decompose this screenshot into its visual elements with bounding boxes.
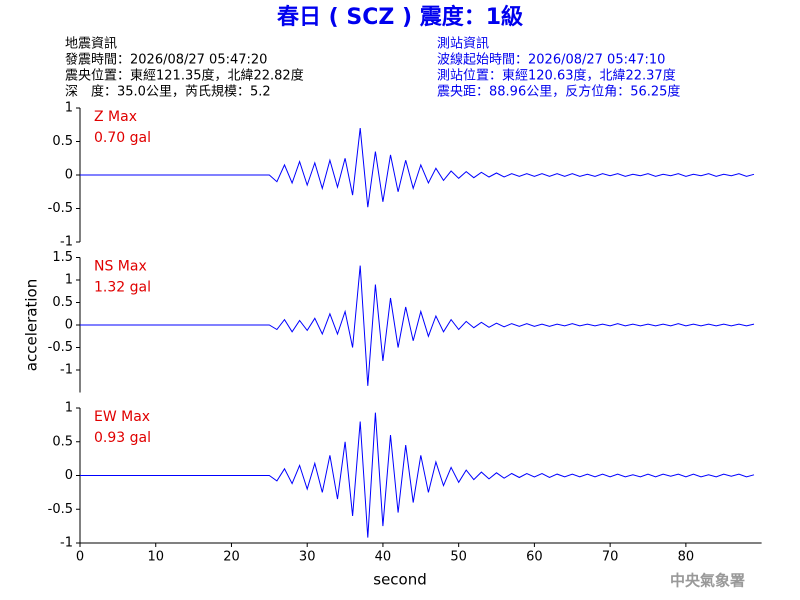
x-tick-label: 30 xyxy=(299,550,316,565)
info-left: 地震資訊 xyxy=(65,37,117,52)
x-tick-label: 20 xyxy=(223,550,240,565)
y-tick-label: 1.5 xyxy=(52,250,73,265)
info-left: 發震時間：2026/08/27 05:47:20 xyxy=(65,53,267,68)
y-tick-label: -0.5 xyxy=(48,502,73,517)
info-right: 測站資訊 xyxy=(437,37,489,52)
y-tick-label: 0.5 xyxy=(52,434,73,449)
x-tick-label: 80 xyxy=(678,550,695,565)
y-tick-label: 0.5 xyxy=(52,295,73,310)
peak-label: 0.70 gal xyxy=(94,130,151,146)
y-tick-label: 1 xyxy=(65,401,73,416)
x-tick-label: 50 xyxy=(450,550,467,565)
x-tick-label: 40 xyxy=(375,550,392,565)
x-tick-label: 0 xyxy=(76,550,84,565)
peak-label: 0.93 gal xyxy=(94,430,151,446)
y-tick-label: 1 xyxy=(65,273,73,288)
peak-label: 1.32 gal xyxy=(94,280,151,296)
y-axis-label: acceleration xyxy=(23,279,41,371)
y-tick-label: -1 xyxy=(60,536,73,551)
title: 春日 ( SCZ ) 震度：1級 xyxy=(277,4,523,30)
info-right: 波線起始時間：2026/08/27 05:47:10 xyxy=(437,52,665,68)
y-tick-label: -0.5 xyxy=(48,340,73,355)
footer: 中央氣象署 xyxy=(670,572,745,590)
info-right: 測站位置：東經120.63度，北緯22.37度 xyxy=(437,68,676,84)
x-tick-label: 70 xyxy=(602,550,619,565)
y-tick-label: -0.5 xyxy=(48,201,73,216)
component-label: EW Max xyxy=(94,409,150,425)
y-tick-label: 0.5 xyxy=(52,134,73,149)
component-label: Z Max xyxy=(94,109,137,125)
info-left: 震央位置：東經121.35度，北緯22.82度 xyxy=(65,68,304,84)
y-tick-label: 0 xyxy=(65,468,73,483)
y-tick-label: 0 xyxy=(65,168,73,183)
info-left: 深 度：35.0公里，芮氏規模：5.2 xyxy=(65,84,271,100)
x-tick-label: 10 xyxy=(147,550,164,565)
x-tick-label: 60 xyxy=(526,550,543,565)
y-tick-label: 0 xyxy=(65,318,73,333)
info-right: 震央距：88.96公里，反方位角：56.25度 xyxy=(437,84,680,100)
y-tick-label: -1 xyxy=(60,235,73,250)
x-axis-label: second xyxy=(373,571,427,589)
waveform xyxy=(80,128,755,208)
y-tick-label: 1 xyxy=(65,101,73,116)
y-tick-label: -1 xyxy=(60,363,73,378)
waveform xyxy=(80,265,755,386)
component-label: NS Max xyxy=(94,259,147,275)
waveform xyxy=(80,412,755,538)
